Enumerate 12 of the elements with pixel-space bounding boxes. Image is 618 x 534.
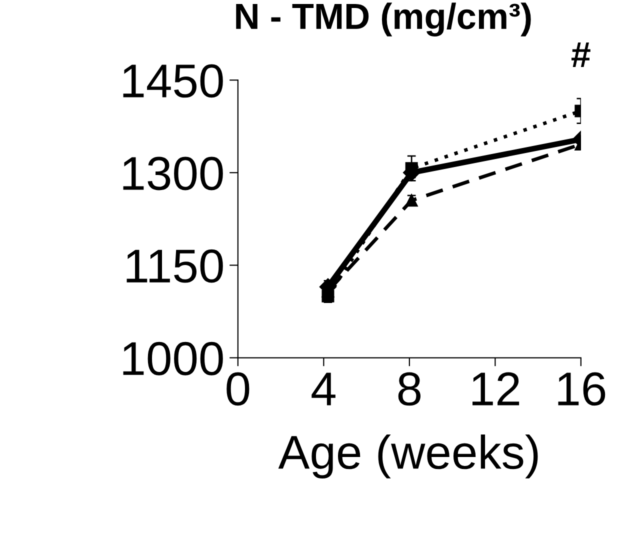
x-axis-title: Age (weeks) <box>278 434 538 478</box>
x-tick-label: 8 <box>398 372 421 406</box>
y-tick-label: 1000 <box>123 342 223 376</box>
x-tick-label: 4 <box>312 372 336 406</box>
y-tick-label: 1450 <box>123 64 223 98</box>
x-tick-label: 16 <box>558 372 606 406</box>
x-tick-label: 12 <box>472 372 520 406</box>
y-tick-label: 1300 <box>123 156 223 190</box>
y-tick-label: 1150 <box>126 249 223 283</box>
text: # <box>571 42 590 68</box>
x-tick-label: 0 <box>226 372 250 406</box>
chart-title: N - TMD (mg/cm³) <box>236 2 531 36</box>
